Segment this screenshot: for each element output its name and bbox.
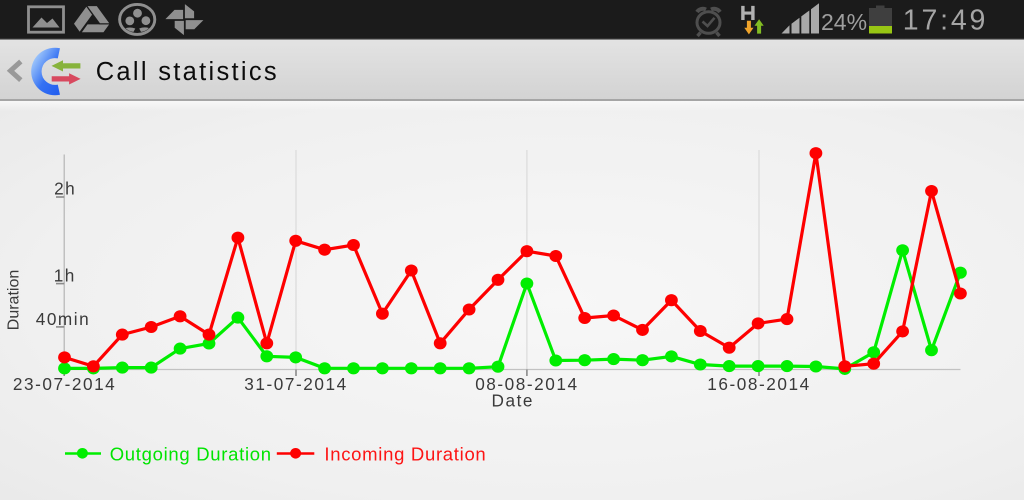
svg-text:40min: 40min [36,309,91,329]
svg-text:08-08-2014: 08-08-2014 [475,374,578,394]
svg-text:23-07-2014: 23-07-2014 [13,374,116,394]
svg-text:Outgoing Duration: Outgoing Duration [110,443,272,464]
svg-text:Call statistics: Call statistics [96,58,279,86]
svg-text:16-08-2014: 16-08-2014 [707,374,810,394]
svg-text:Duration: Duration [6,270,23,330]
svg-text:1h: 1h [54,265,76,285]
svg-text:31-07-2014: 31-07-2014 [244,374,347,394]
svg-text:2h: 2h [54,179,76,199]
svg-text:17:49: 17:49 [903,4,988,36]
svg-text:Date: Date [492,391,535,411]
svg-text:24%: 24% [821,9,867,35]
svg-text:Incoming Duration: Incoming Duration [324,443,486,464]
